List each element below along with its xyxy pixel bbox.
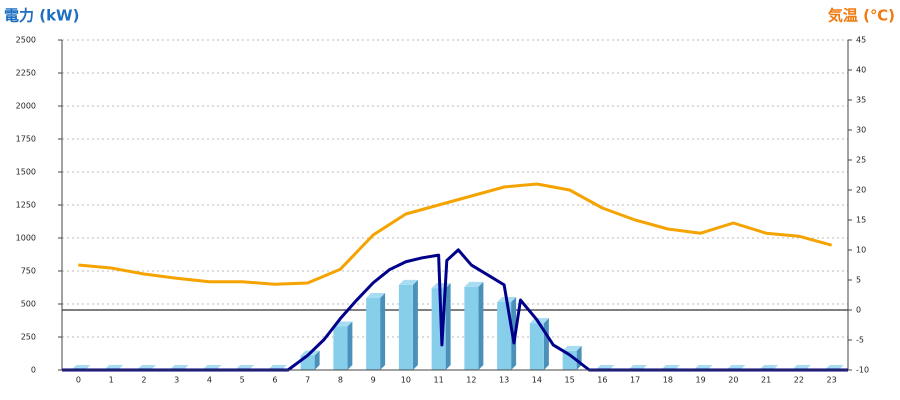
y-tick-label: 2250	[16, 69, 36, 78]
x-tick-label: 19	[696, 376, 706, 385]
x-tick-label: 5	[240, 376, 245, 385]
x-tick-label: 23	[827, 376, 837, 385]
bar	[464, 286, 479, 370]
y2-tick-label: 45	[856, 36, 866, 45]
x-tick-label: 15	[565, 376, 575, 385]
bar-top	[562, 345, 582, 351]
y2-tick-label: 30	[856, 126, 866, 135]
x-tick-label: 21	[761, 376, 771, 385]
x-tick-label: 12	[466, 376, 476, 385]
x-tick-label: 7	[305, 376, 310, 385]
y2-tick-label: 5	[856, 276, 861, 285]
bar-top	[366, 293, 386, 299]
y-tick-label: 500	[21, 300, 36, 309]
x-tick-label: 9	[371, 376, 376, 385]
bar-side	[445, 283, 451, 370]
bar-side	[347, 321, 353, 370]
x-tick-label: 4	[207, 376, 212, 385]
y2-tick-label: 15	[856, 216, 866, 225]
bar-top	[464, 281, 484, 287]
bar-side	[314, 350, 320, 370]
y2-tick-label: 35	[856, 96, 866, 105]
x-tick-label: 16	[597, 376, 607, 385]
x-tick-label: 10	[401, 376, 411, 385]
y-axis-title: 電力 (kW)	[4, 7, 79, 25]
bar-side	[478, 281, 484, 370]
x-tick-label: 0	[76, 376, 81, 385]
y-tick-label: 1750	[16, 135, 36, 144]
x-tick-label: 22	[794, 376, 804, 385]
x-tick-label: 8	[338, 376, 343, 385]
y2-axis-title: 気温 (℃)	[828, 7, 895, 25]
bar	[431, 288, 446, 370]
bar	[497, 302, 512, 370]
x-tick-label: 6	[272, 376, 277, 385]
bar-top	[398, 279, 418, 285]
y-tick-label: 250	[21, 333, 36, 342]
x-tick-label: 1	[109, 376, 114, 385]
y-tick-label: 750	[21, 267, 36, 276]
y2-tick-label: 20	[856, 186, 866, 195]
y-tick-label: 0	[31, 366, 36, 375]
bar	[398, 284, 413, 370]
bar	[529, 323, 544, 370]
x-tick-label: 3	[174, 376, 179, 385]
bar	[366, 298, 381, 370]
x-tick-label: 2	[141, 376, 146, 385]
x-tick-label: 17	[630, 376, 640, 385]
y-tick-label: 2000	[16, 102, 36, 111]
y-tick-label: 1250	[16, 201, 36, 210]
y-tick-label: 1500	[16, 168, 36, 177]
bar-side	[412, 279, 418, 370]
x-tick-label: 20	[728, 376, 738, 385]
line	[62, 248, 848, 372]
y2-tick-label: -5	[856, 336, 864, 345]
y2-tick-label: 10	[856, 246, 866, 255]
bar-side	[543, 318, 549, 370]
x-tick-label: 11	[434, 376, 444, 385]
y-tick-label: 2500	[16, 36, 36, 45]
bar-side	[380, 293, 386, 370]
y2-tick-label: -10	[856, 366, 869, 375]
x-tick-label: 14	[532, 376, 542, 385]
line	[78, 182, 833, 286]
y2-tick-label: 40	[856, 66, 866, 75]
bar	[333, 326, 348, 370]
x-tick-label: 18	[663, 376, 673, 385]
y2-tick-label: 25	[856, 156, 866, 165]
x-tick-label: 13	[499, 376, 509, 385]
y2-tick-label: 0	[856, 306, 861, 315]
y-tick-label: 1000	[16, 234, 36, 243]
